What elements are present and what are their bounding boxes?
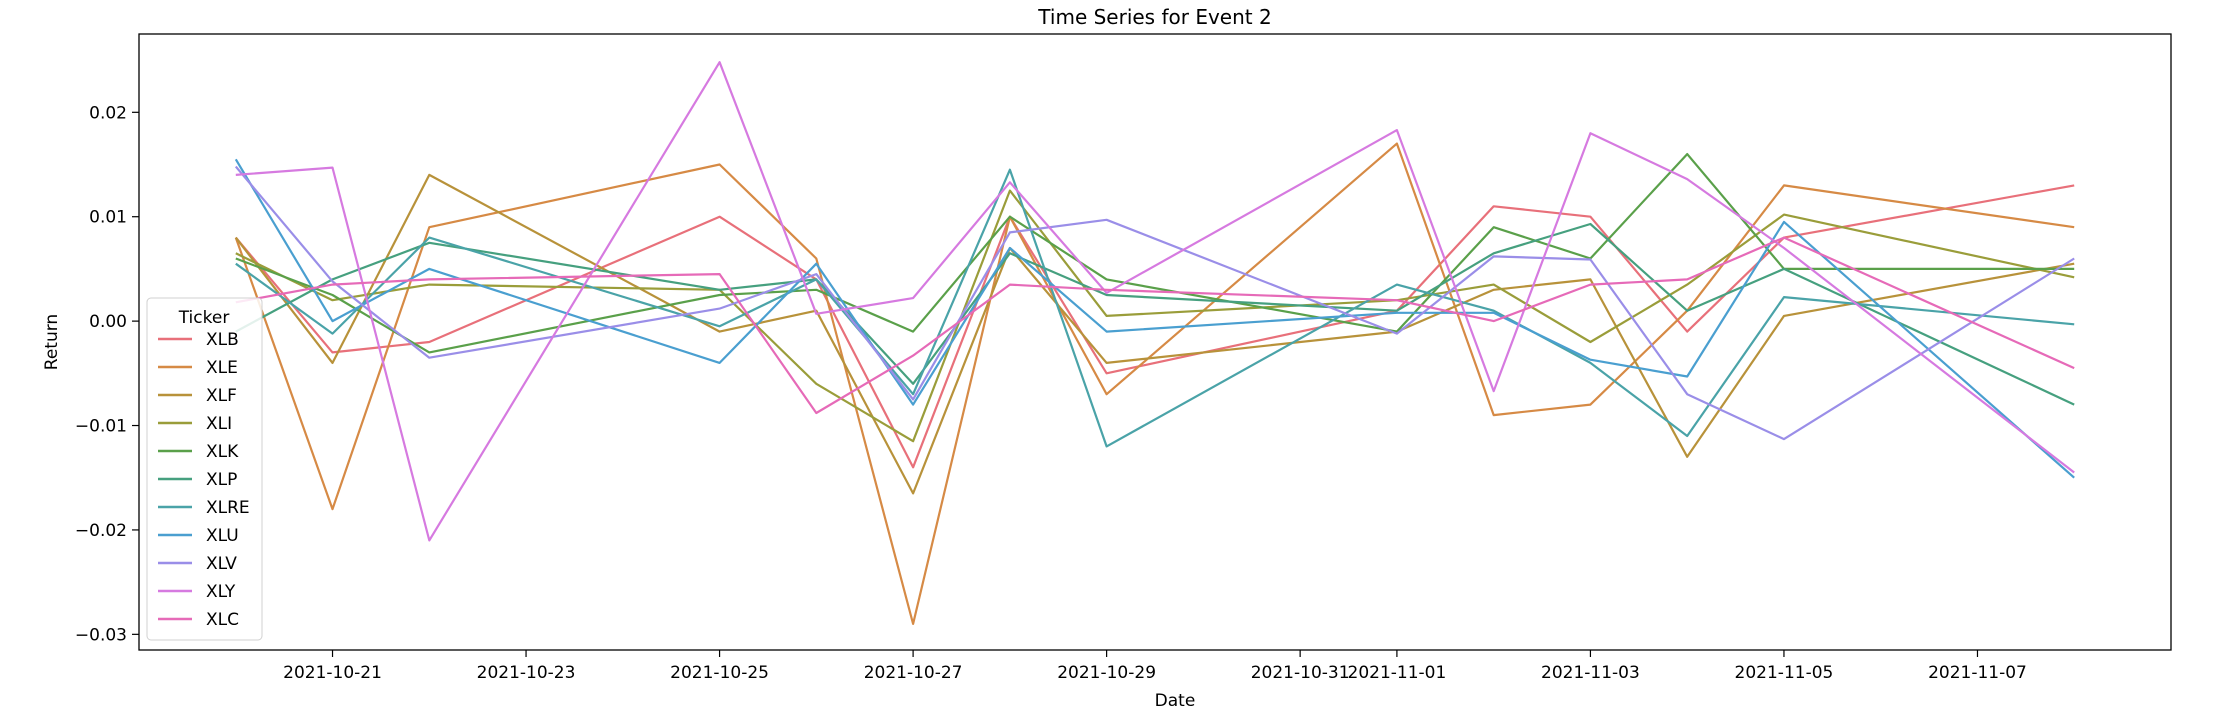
y-tick-label: −0.02 bbox=[75, 521, 127, 541]
series-line-xlu bbox=[234, 158, 2075, 479]
legend-label-xly: XLY bbox=[206, 582, 236, 602]
x-tick-label: 2021-10-23 bbox=[477, 663, 576, 683]
x-tick-label: 2021-10-31 bbox=[1251, 663, 1350, 683]
x-tick-label: 2021-11-07 bbox=[1928, 663, 2027, 683]
series-line-xlc bbox=[235, 236, 2075, 415]
legend-label-xlp: XLP bbox=[206, 470, 237, 490]
x-tick-label: 2021-10-29 bbox=[1057, 663, 1156, 683]
x-tick-label: 2021-11-01 bbox=[1348, 663, 1447, 683]
legend-label-xlv: XLV bbox=[206, 554, 237, 574]
series-line-xlb bbox=[234, 184, 2075, 469]
y-axis-ticks: −0.03 −0.02 −0.01 0.00 0.01 0.02 bbox=[75, 103, 139, 645]
legend-label-xlf: XLF bbox=[206, 386, 237, 406]
y-tick-label: 0.01 bbox=[89, 208, 127, 228]
y-tick-label: −0.03 bbox=[75, 625, 127, 645]
y-tick-label: −0.01 bbox=[75, 417, 127, 437]
series-line-xlp bbox=[235, 222, 2075, 406]
series-line-xle bbox=[234, 142, 2075, 626]
x-tick-label: 2021-11-03 bbox=[1541, 663, 1640, 683]
x-axis-label: Date bbox=[1155, 691, 1196, 711]
chart-title: Time Series for Event 2 bbox=[1037, 5, 1271, 29]
legend-items: XLB XLE XLF XLI XLK XLP XLRE XLU XLV XLY XLC bbox=[158, 330, 250, 630]
y-axis-label: Return bbox=[42, 314, 62, 370]
legend-label-xlu: XLU bbox=[206, 526, 239, 546]
series-line-xlk bbox=[235, 153, 2075, 354]
series-line-xlv bbox=[234, 165, 2075, 441]
x-tick-label: 2021-10-25 bbox=[670, 663, 769, 683]
legend-title: Ticker bbox=[178, 308, 230, 328]
x-tick-label: 2021-11-05 bbox=[1735, 663, 1834, 683]
x-tick-label: 2021-10-27 bbox=[864, 663, 963, 683]
legend-box bbox=[146, 297, 263, 641]
series-lines bbox=[234, 61, 2075, 626]
legend: Ticker XLBXLEXLFXLIXLKXLPXLREXLUXLVXLYXL… bbox=[146, 297, 263, 641]
y-tick-label: 0.02 bbox=[89, 103, 127, 123]
x-tick-label: 2021-10-21 bbox=[283, 663, 382, 683]
legend-label-xli: XLI bbox=[206, 414, 232, 434]
legend-label-xlre: XLRE bbox=[206, 498, 250, 518]
series-line-xlre bbox=[235, 168, 2075, 448]
y-tick-label: 0.00 bbox=[89, 312, 127, 332]
series-line-xly bbox=[235, 61, 2075, 542]
legend-label-xlc: XLC bbox=[206, 610, 239, 630]
series-line-xlf bbox=[234, 173, 2075, 495]
legend-label-xlk: XLK bbox=[206, 442, 239, 462]
legend-label-xlb: XLB bbox=[206, 330, 239, 350]
plot-frame bbox=[138, 33, 2172, 651]
legend-label-xle: XLE bbox=[206, 358, 238, 378]
x-axis-ticks: 2021-10-21 2021-10-23 2021-10-25 2021-10-27… bbox=[283, 650, 2027, 683]
